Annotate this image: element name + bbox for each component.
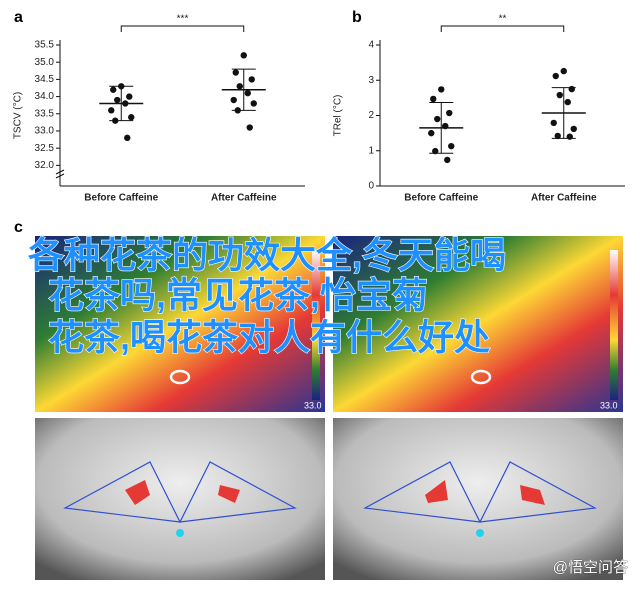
data-point	[564, 98, 571, 106]
panel-label: b	[352, 9, 362, 26]
data-point	[550, 119, 557, 127]
data-point	[560, 67, 567, 75]
watermark: @悟空问答	[553, 559, 628, 576]
hot-spot	[125, 480, 240, 505]
y-tick-label: 33.0	[35, 126, 55, 137]
y-tick-label: 35.0	[35, 57, 55, 68]
data-point	[236, 83, 243, 90]
x-tick-label: After Caffeine	[531, 193, 597, 204]
data-point	[110, 86, 117, 93]
data-point	[570, 125, 577, 133]
y-tick-label: 32.5	[35, 143, 55, 154]
y-tick-label: 34.0	[35, 91, 55, 102]
y-tick-label: 3	[368, 75, 374, 86]
data-point	[556, 91, 563, 99]
data-point	[128, 114, 135, 121]
data-point	[250, 100, 257, 107]
data-point	[428, 129, 435, 137]
significance-bracket	[440, 25, 565, 32]
triangle-overlay	[363, 461, 597, 524]
data-point	[568, 85, 575, 93]
data-point	[232, 69, 239, 76]
y-tick-label: 33.5	[35, 108, 55, 119]
data-point	[124, 134, 131, 142]
significance: **	[499, 14, 507, 25]
data-point	[248, 76, 255, 83]
data-point	[240, 52, 247, 59]
y-tick-label: 35.5	[35, 40, 55, 51]
gray-image	[35, 418, 325, 580]
overlay-title: 花茶吗,常见花茶,怡宝菊	[48, 275, 428, 316]
data-point	[554, 132, 561, 140]
data-point	[438, 86, 445, 93]
y-tick-label: 34.5	[35, 74, 55, 85]
triangle-overlay	[63, 461, 297, 524]
data-point	[444, 156, 451, 164]
data-point	[244, 89, 251, 97]
x-tick-label: After Caffeine	[211, 193, 277, 204]
color-scale	[610, 250, 618, 400]
data-point	[432, 147, 439, 155]
overlay-title: 各种花茶的功效大全,冬天能喝	[28, 235, 506, 276]
data-point	[448, 142, 455, 150]
hot-spot	[425, 480, 545, 505]
panel-label: c	[14, 219, 23, 236]
y-axis-label: TSCV (°C)	[13, 92, 24, 139]
data-point	[434, 115, 441, 123]
y-axis-label: TRel (°C)	[333, 95, 344, 137]
data-point	[246, 124, 253, 131]
data-point	[114, 96, 121, 104]
data-point	[430, 95, 437, 103]
y-tick-label: 4	[368, 40, 374, 51]
y-tick-label: 0	[368, 181, 374, 192]
overlay-title: 花茶,喝花茶对人有什么好处	[48, 317, 490, 358]
x-tick-label: Before Caffeine	[404, 193, 478, 204]
data-point	[230, 96, 237, 104]
data-point	[446, 109, 453, 117]
point-marker	[176, 529, 184, 537]
data-point	[108, 107, 115, 114]
thermal-images: 33.0 33.0	[35, 236, 623, 580]
y-tick-label: 1	[368, 145, 374, 156]
y-tick-label: 2	[368, 110, 374, 121]
data-point	[552, 72, 559, 80]
significance: ***	[177, 14, 189, 25]
color-scale	[312, 250, 320, 400]
axis-break	[55, 169, 65, 179]
y-tick-label: 32.0	[35, 160, 55, 171]
scale-label: 33.0	[304, 400, 322, 410]
significance-bracket	[120, 25, 245, 32]
panel-label: a	[14, 9, 23, 26]
data-point	[126, 93, 133, 100]
marker	[169, 369, 191, 385]
marker	[470, 369, 492, 385]
x-tick-label: Before Caffeine	[84, 193, 158, 204]
point-marker	[476, 529, 484, 537]
scale-label: 33.0	[600, 400, 618, 410]
